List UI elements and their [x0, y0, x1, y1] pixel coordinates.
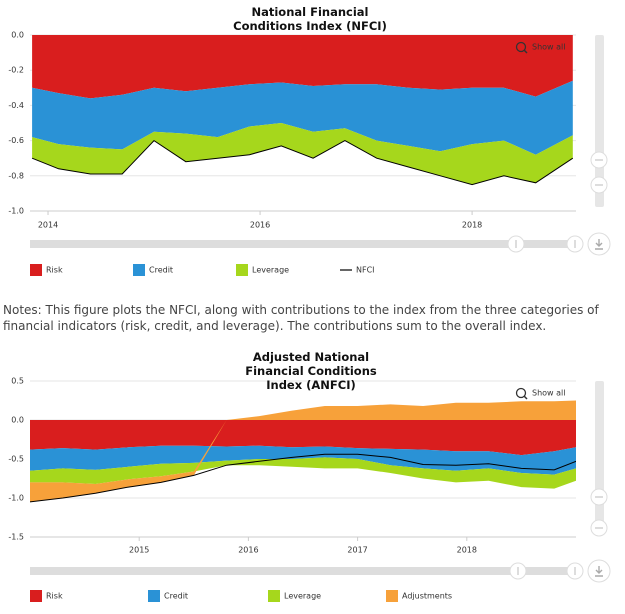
legend-label[interactable]: Risk	[46, 266, 63, 275]
legend-label[interactable]: NFCI	[356, 266, 375, 275]
x-tick-label: 2018	[457, 546, 477, 555]
area	[32, 80, 573, 155]
x-tick-label: 2014	[38, 221, 58, 230]
x-tick-label: 2018	[462, 221, 482, 230]
y-tick-label: -1.0	[8, 207, 24, 216]
legend-label[interactable]: Risk	[46, 592, 63, 601]
x-tick-label: 2017	[347, 546, 367, 555]
legend-swatch	[148, 590, 160, 602]
legend-swatch	[268, 590, 280, 602]
x-tick-label: 2015	[129, 546, 149, 555]
y-tick-label: -0.2	[8, 66, 24, 75]
x-tick-label: 2016	[238, 546, 258, 555]
legend-label[interactable]: Adjustments	[402, 592, 452, 601]
chart-title: National Financial Conditions Index (NFC…	[233, 5, 387, 33]
navigator[interactable]	[30, 240, 575, 248]
line	[31, 139, 574, 186]
legend-swatch	[236, 264, 248, 276]
download-icon	[595, 239, 603, 250]
y-tick-label: -0.5	[8, 455, 24, 464]
area	[30, 400, 576, 502]
zoom-button[interactable]: Show all	[532, 389, 565, 398]
navigator[interactable]	[30, 567, 575, 575]
y-tick-label: 0.0	[11, 416, 24, 425]
y-tick-label: 0.5	[11, 377, 24, 386]
notes: Notes: This figure plots the NFCI, along…	[3, 303, 599, 333]
area	[32, 35, 573, 99]
y-tick-label: -0.6	[8, 136, 24, 145]
zoom-icon	[515, 387, 527, 399]
legend-label[interactable]: Credit	[164, 592, 188, 601]
y-tick-label: -1.0	[8, 494, 24, 503]
legend-swatch	[133, 264, 145, 276]
plot	[30, 400, 576, 503]
download-icon	[595, 566, 603, 577]
legend-swatch	[30, 264, 42, 276]
legend-swatch	[386, 590, 398, 602]
legend-swatch	[30, 590, 42, 602]
zoom-button[interactable]: Show all	[532, 43, 565, 52]
scrollbar-track[interactable]	[595, 381, 604, 533]
zoom-icon	[515, 41, 527, 53]
legend-label[interactable]: Credit	[149, 266, 173, 275]
y-tick-label: 0.0	[11, 31, 24, 40]
x-tick-label: 2016	[250, 221, 270, 230]
plot	[31, 35, 574, 186]
y-tick-label: -1.5	[8, 533, 24, 542]
area	[30, 445, 576, 475]
legend-label[interactable]: Leverage	[252, 266, 289, 275]
zoom-icon-handle	[523, 49, 528, 54]
zoom-icon-handle	[523, 395, 528, 400]
legend-label[interactable]: Leverage	[284, 592, 321, 601]
y-tick-label: -0.4	[8, 101, 24, 110]
area	[30, 420, 576, 456]
chart-title: Adjusted National Financial Conditions I…	[245, 350, 377, 392]
y-tick-label: -0.8	[8, 171, 24, 180]
line	[30, 453, 576, 503]
area	[30, 457, 576, 489]
